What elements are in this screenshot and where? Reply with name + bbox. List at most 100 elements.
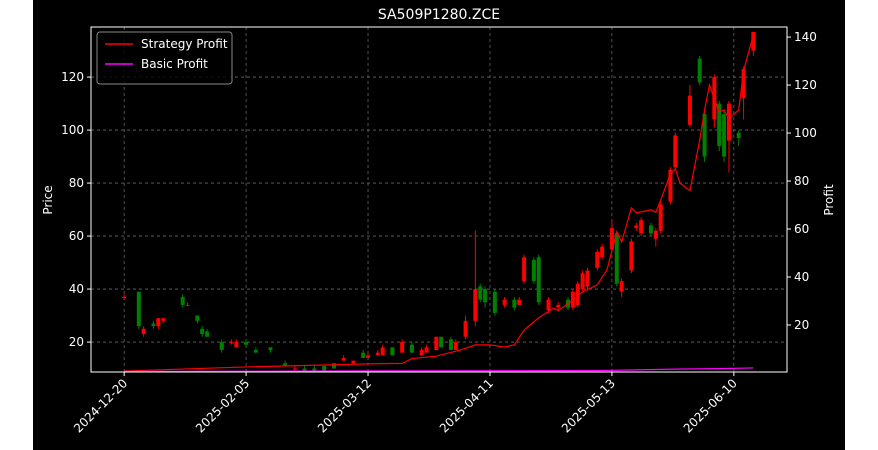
candle-body [502,299,507,305]
candle-body [668,169,673,202]
candle-body [580,273,585,290]
y-tick-label: 80 [69,176,84,190]
candle-body [409,344,414,353]
candle-body [673,135,678,168]
candle-body [390,347,395,356]
y2-tick-label: 20 [794,318,809,332]
candle-body [478,286,483,300]
y2-tick-label: 140 [794,30,817,44]
candle-body [531,259,536,282]
legend-box [96,31,233,85]
candle-body [492,291,497,313]
candle-body [268,347,273,351]
candle-body [722,114,727,157]
candle-body [517,299,522,305]
candle-body [614,233,619,284]
candle-body [585,270,590,287]
candle-body [400,342,405,353]
plot-frame [90,26,788,373]
y2-tick-label: 60 [794,222,809,236]
candle-body [575,283,580,305]
candle-body [185,304,190,306]
candle-body [751,32,756,51]
candle-body [331,363,336,369]
candle-body [195,315,200,321]
candle-body [439,336,444,348]
y2-tick-label: 100 [794,126,817,140]
candle-body [244,342,249,345]
candle-body [697,58,702,83]
y2-tick-label: 40 [794,270,809,284]
candle-body [595,251,600,268]
candle-body [463,320,468,337]
y-tick-label: 40 [69,282,84,296]
candle-body [556,304,561,308]
chart-title: SA509P1280.ZCE [378,7,500,23]
candle-body [161,318,166,321]
legend-label: Basic Profit [141,57,208,71]
candle-body [741,69,746,99]
candle-body [312,368,317,372]
candle-body [156,318,161,327]
candle-body [253,350,258,353]
candle-body [483,289,488,303]
candle-body [366,355,371,358]
y2-tick-label: 120 [794,78,817,92]
y-axis-label: Price [41,185,55,214]
candle-body [629,241,634,271]
candle-body [200,328,205,335]
candle-body [609,228,614,250]
candle-body [283,363,288,366]
candle-body [322,365,327,372]
candle-body [205,331,210,337]
y-tick-label: 120 [61,70,84,84]
candle-body [351,360,356,364]
y-tick-label: 100 [61,123,84,137]
candle-body [648,225,653,234]
candle-body [424,347,429,353]
candle-body [361,352,366,358]
candle-body [292,368,297,370]
candle-body [219,342,224,351]
candle-body [634,225,639,229]
candle-body [600,246,605,258]
profit-line [124,34,754,372]
candle-body [736,132,741,139]
candle-body [512,299,517,308]
candle-body [234,342,239,348]
candle-body [687,95,692,125]
profit-line [124,367,754,373]
candle-body [522,257,527,282]
candle-body [536,257,541,303]
y2-tick-label: 80 [794,174,809,188]
candle-body [653,230,658,239]
candle-body [122,297,127,299]
candle-body [434,336,439,351]
candle-body [380,347,385,356]
candle-body [136,291,141,327]
candle-body [546,299,551,311]
candle-body [229,342,234,344]
candle-body [473,289,478,321]
candle-body [448,339,453,351]
candle-body [151,323,156,327]
candle-body [141,328,146,335]
y-tick-label: 20 [69,335,84,349]
candle-body [702,114,707,157]
y-tick-label: 60 [69,229,84,243]
candle-body [375,352,380,356]
candle-body [341,357,346,361]
candle-body [619,281,624,292]
candle-body [302,368,307,372]
candle-body [453,342,458,351]
candle-body [717,103,722,146]
candle-body [639,220,644,234]
candle-body [180,297,185,305]
candle-body [726,103,731,141]
legend-label: Strategy Profit [141,37,228,51]
candle-body [658,204,663,231]
y2-axis-label: Profit [822,184,836,216]
candle-body [419,350,424,356]
